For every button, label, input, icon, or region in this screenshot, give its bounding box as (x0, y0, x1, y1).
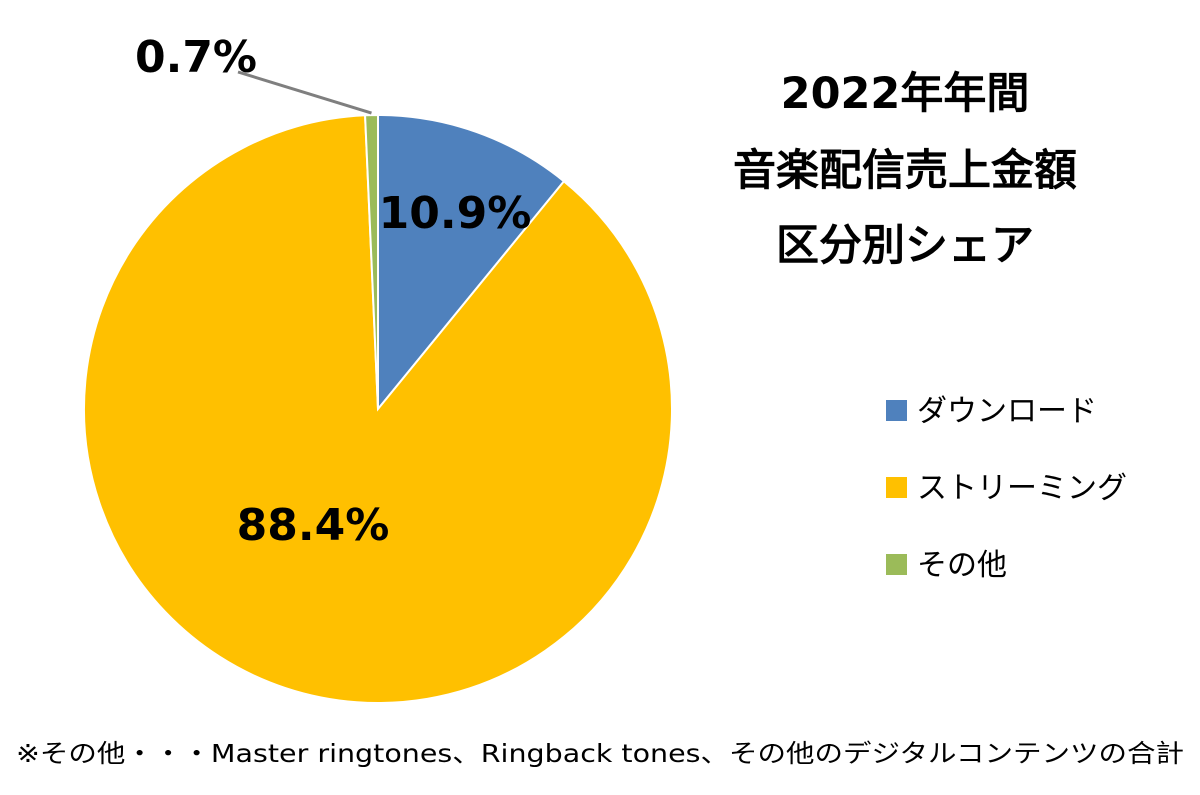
legend: ダウンロード ストリーミング その他 (886, 394, 1127, 583)
data-label-streaming: 88.4% (237, 500, 390, 551)
footnote: ※その他・・・Master ringtones、Ringback tones、そ… (16, 739, 1184, 768)
pie-slices (83, 113, 673, 704)
chart-title: 2022年年間 音楽配信売上金額 区分別シェア (733, 69, 1077, 271)
legend-label-other: その他 (917, 548, 1007, 583)
chart-title-line-1: 2022年年間 (781, 69, 1030, 119)
legend-swatch-download (886, 400, 907, 421)
data-label-download: 10.9% (379, 188, 532, 239)
pie-slice-streaming (83, 114, 673, 704)
legend-label-streaming: ストリーミング (917, 471, 1127, 506)
chart-title-line-2: 音楽配信売上金額 (733, 146, 1077, 196)
chart-title-line-3: 区分別シェア (776, 221, 1034, 271)
legend-swatch-other (886, 554, 907, 575)
data-label-other: 0.7% (135, 32, 257, 83)
legend-swatch-streaming (886, 477, 907, 498)
legend-label-download: ダウンロード (917, 394, 1097, 429)
leader-line-other (237, 70, 372, 115)
pie-slice-other (364, 113, 379, 410)
pie-slice-download (377, 113, 566, 412)
